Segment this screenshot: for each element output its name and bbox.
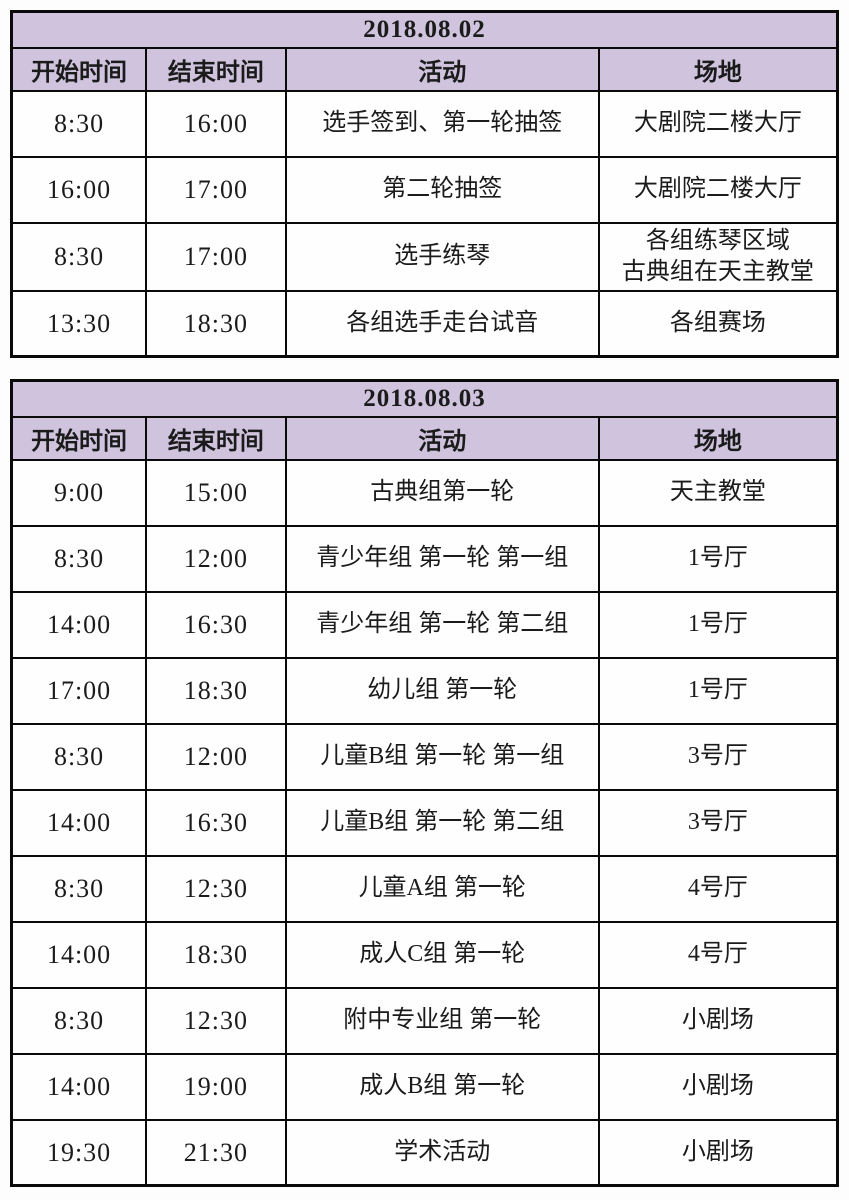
activity-cell: 各组选手走台试音 — [284, 289, 600, 358]
end-time-cell: 16:00 — [145, 89, 287, 158]
venue-cell: 1号厅 — [597, 656, 839, 725]
activity-cell: 儿童A组 第一轮 — [284, 854, 600, 923]
start-time-cell: 13:30 — [10, 289, 148, 358]
table-row: 16:00 17:00 第二轮抽签 大剧院二楼大厅 — [10, 155, 839, 224]
venue-cell: 3号厅 — [597, 722, 839, 791]
end-time-cell: 16:30 — [145, 788, 287, 857]
activity-cell: 成人C组 第一轮 — [284, 920, 600, 989]
end-time-cell: 21:30 — [145, 1118, 287, 1187]
end-time-cell: 18:30 — [145, 920, 287, 989]
table-row: 14:00 16:30 青少年组 第一轮 第二组 1号厅 — [10, 590, 839, 659]
end-time-cell: 16:30 — [145, 590, 287, 659]
table-row: 9:00 15:00 古典组第一轮 天主教堂 — [10, 458, 839, 527]
start-time-cell: 14:00 — [10, 920, 148, 989]
start-time-cell: 8:30 — [10, 221, 148, 292]
start-time-cell: 14:00 — [10, 788, 148, 857]
table-row: 17:00 18:30 幼儿组 第一轮 1号厅 — [10, 656, 839, 725]
table-body: 9:00 15:00 古典组第一轮 天主教堂 8:30 12:00 青少年组 第一轮 第一组… — [10, 458, 839, 1187]
table-row: 14:00 19:00 成人B组 第一轮 小剧场 — [10, 1052, 839, 1121]
end-time-cell: 17:00 — [145, 221, 287, 292]
activity-cell: 附中专业组 第一轮 — [284, 986, 600, 1055]
end-time-cell: 12:30 — [145, 986, 287, 1055]
start-time-cell: 19:30 — [10, 1118, 148, 1187]
activity-cell: 幼儿组 第一轮 — [284, 656, 600, 725]
end-time-cell: 12:30 — [145, 854, 287, 923]
column-header-venue: 场地 — [597, 415, 839, 461]
activity-cell: 青少年组 第一轮 第二组 — [284, 590, 600, 659]
end-time-cell: 15:00 — [145, 458, 287, 527]
venue-cell: 1号厅 — [597, 590, 839, 659]
start-time-cell: 8:30 — [10, 722, 148, 791]
start-time-cell: 17:00 — [10, 656, 148, 725]
table-title-row: 2018.08.03 — [10, 379, 839, 418]
schedule-table: 2018.08.02 开始时间 结束时间 活动 场地 8:30 16:00 选手签到、第一… — [10, 10, 839, 359]
start-time-cell: 8:30 — [10, 524, 148, 593]
table-header-row: 开始时间 结束时间 活动 场地 — [10, 46, 839, 92]
table-row: 8:30 12:00 青少年组 第一轮 第一组 1号厅 — [10, 524, 839, 593]
schedule-table: 2018.08.03 开始时间 结束时间 活动 场地 9:00 15:00 古典组第一轮天… — [10, 379, 839, 1188]
table-row: 14:00 16:30 儿童B组 第一轮 第二组 3号厅 — [10, 788, 839, 857]
table-date-title: 2018.08.02 — [10, 10, 839, 49]
venue-cell: 大剧院二楼大厅 — [597, 89, 839, 158]
end-time-cell: 12:00 — [145, 722, 287, 791]
end-time-cell: 17:00 — [145, 155, 287, 224]
column-header-venue: 场地 — [597, 46, 839, 92]
column-header-activity: 活动 — [284, 415, 600, 461]
activity-cell: 选手签到、第一轮抽签 — [284, 89, 600, 158]
table-row: 19:30 21:30 学术活动 小剧场 — [10, 1118, 839, 1187]
end-time-cell: 18:30 — [145, 656, 287, 725]
schedule-tables-container: 2018.08.02 开始时间 结束时间 活动 场地 8:30 16:00 选手签到、第一… — [10, 10, 839, 1188]
activity-cell: 古典组第一轮 — [284, 458, 600, 527]
table-body: 8:30 16:00 选手签到、第一轮抽签 大剧院二楼大厅 16:00 17:00 第二轮抽… — [10, 89, 839, 358]
activity-cell: 儿童B组 第一轮 第二组 — [284, 788, 600, 857]
column-header-start-time: 开始时间 — [10, 415, 148, 461]
table-row: 14:00 18:30 成人C组 第一轮 4号厅 — [10, 920, 839, 989]
venue-cell: 小剧场 — [597, 986, 839, 1055]
column-header-start-time: 开始时间 — [10, 46, 148, 92]
table-row: 8:30 16:00 选手签到、第一轮抽签 大剧院二楼大厅 — [10, 89, 839, 158]
venue-cell: 3号厅 — [597, 788, 839, 857]
activity-cell: 第二轮抽签 — [284, 155, 600, 224]
start-time-cell: 14:00 — [10, 590, 148, 659]
activity-cell: 儿童B组 第一轮 第一组 — [284, 722, 600, 791]
venue-cell: 天主教堂 — [597, 458, 839, 527]
venue-cell: 4号厅 — [597, 920, 839, 989]
table-row: 8:30 12:30 附中专业组 第一轮 小剧场 — [10, 986, 839, 1055]
table-row: 13:30 18:30 各组选手走台试音 各组赛场 — [10, 289, 839, 358]
venue-cell: 小剧场 — [597, 1052, 839, 1121]
start-time-cell: 8:30 — [10, 854, 148, 923]
venue-cell: 大剧院二楼大厅 — [597, 155, 839, 224]
venue-cell: 各组赛场 — [597, 289, 839, 358]
table-row: 8:30 17:00 选手练琴 各组练琴区域 古典组在天主教堂 — [10, 221, 839, 292]
end-time-cell: 18:30 — [145, 289, 287, 358]
table-header-row: 开始时间 结束时间 活动 场地 — [10, 415, 839, 461]
venue-cell: 各组练琴区域 古典组在天主教堂 — [597, 221, 839, 292]
venue-cell: 4号厅 — [597, 854, 839, 923]
column-header-end-time: 结束时间 — [145, 46, 287, 92]
activity-cell: 学术活动 — [284, 1118, 600, 1187]
column-header-end-time: 结束时间 — [145, 415, 287, 461]
start-time-cell: 8:30 — [10, 986, 148, 1055]
activity-cell: 青少年组 第一轮 第一组 — [284, 524, 600, 593]
start-time-cell: 14:00 — [10, 1052, 148, 1121]
start-time-cell: 16:00 — [10, 155, 148, 224]
column-header-activity: 活动 — [284, 46, 600, 92]
start-time-cell: 8:30 — [10, 89, 148, 158]
table-title-row: 2018.08.02 — [10, 10, 839, 49]
activity-cell: 成人B组 第一轮 — [284, 1052, 600, 1121]
end-time-cell: 12:00 — [145, 524, 287, 593]
table-row: 8:30 12:00 儿童B组 第一轮 第一组 3号厅 — [10, 722, 839, 791]
table-row: 8:30 12:30 儿童A组 第一轮 4号厅 — [10, 854, 839, 923]
end-time-cell: 19:00 — [145, 1052, 287, 1121]
activity-cell: 选手练琴 — [284, 221, 600, 292]
venue-cell: 1号厅 — [597, 524, 839, 593]
start-time-cell: 9:00 — [10, 458, 148, 527]
venue-cell: 小剧场 — [597, 1118, 839, 1187]
table-date-title: 2018.08.03 — [10, 379, 839, 418]
